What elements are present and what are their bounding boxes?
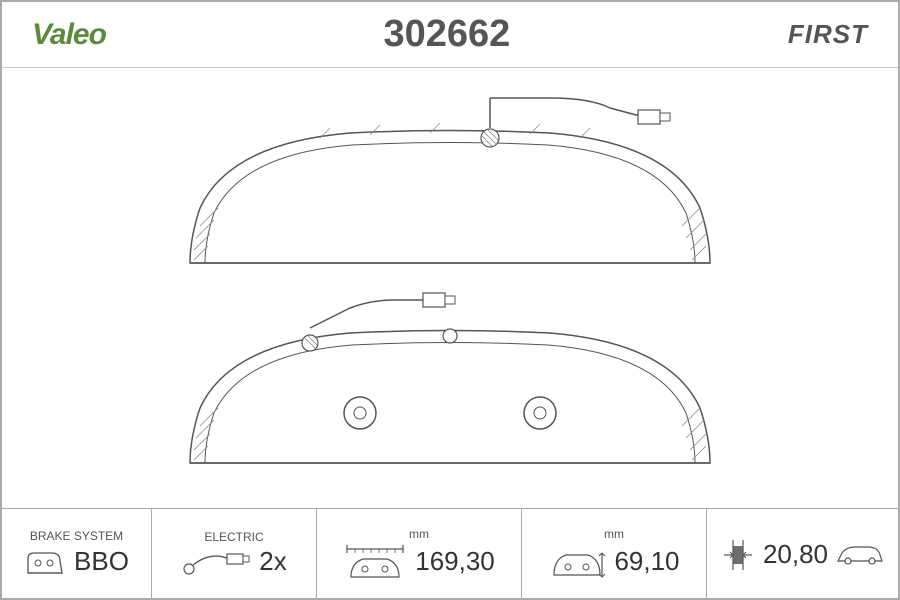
spec-value: BBO [74, 546, 129, 577]
spec-label: BRAKE SYSTEM [30, 529, 123, 543]
car-icon [836, 543, 884, 567]
spec-thickness: 20,80 [707, 509, 898, 598]
spec-height: mm 69,10 [522, 509, 707, 598]
diagram-area [2, 68, 898, 508]
brand-logo-right: FIRST [788, 19, 868, 50]
thickness-icon [721, 536, 755, 574]
part-number: 302662 [384, 13, 511, 56]
spec-value: 69,10 [614, 546, 679, 577]
brake-pad-top [170, 88, 730, 288]
sensor-wire-icon [181, 547, 251, 577]
height-ruler-icon [548, 543, 606, 581]
spec-label: mm [604, 527, 624, 541]
header: Valeo 302662 FIRST [2, 2, 898, 68]
spec-value: 20,80 [763, 539, 828, 570]
spec-brake-system: BRAKE SYSTEM BBO [2, 509, 152, 598]
spec-value: 169,30 [415, 546, 495, 577]
specs-footer: BRAKE SYSTEM BBO ELECTRIC [2, 508, 898, 598]
product-sheet: Valeo 302662 FIRST [0, 0, 900, 600]
spec-electric: ELECTRIC 2x [152, 509, 317, 598]
spec-length: mm [317, 509, 522, 598]
spec-label: mm [409, 527, 429, 541]
brake-pad-bottom [170, 288, 730, 488]
spec-label: ELECTRIC [204, 530, 263, 544]
length-ruler-icon [343, 543, 407, 581]
brand-logo-left: Valeo [32, 18, 106, 52]
spec-value: 2x [259, 546, 286, 577]
caliper-icon [24, 545, 66, 579]
